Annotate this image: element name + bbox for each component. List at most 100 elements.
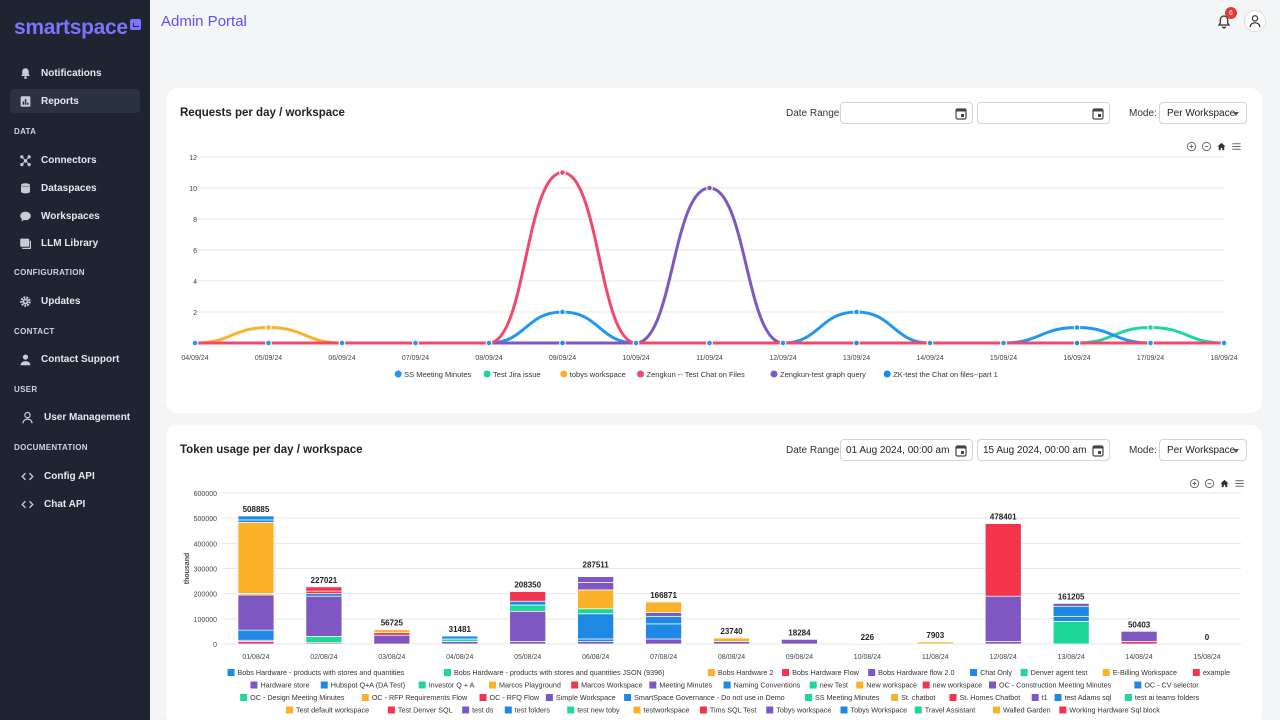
data-point[interactable] [706, 184, 713, 192]
bar-segment[interactable] [237, 515, 275, 521]
legend-item[interactable]: Hardware store [250, 681, 310, 690]
series-line[interactable] [195, 310, 1224, 345]
home-icon[interactable] [1216, 141, 1227, 152]
bar-segment[interactable] [781, 639, 818, 645]
bar-segment[interactable] [984, 523, 1022, 597]
bar-segment[interactable] [441, 635, 479, 640]
bar-segment[interactable] [984, 641, 1022, 645]
data-point[interactable] [632, 339, 640, 347]
legend-item[interactable]: SS Meeting Minutes [804, 693, 880, 702]
legend-item[interactable]: Simple Workspace [545, 693, 616, 702]
bar-segment[interactable] [1052, 603, 1090, 607]
legend-item[interactable]: test folders [504, 706, 551, 715]
bar-segment[interactable] [237, 641, 275, 645]
bar-segment[interactable] [577, 641, 614, 645]
data-point[interactable] [191, 339, 199, 347]
zoom-out-icon[interactable] [1204, 478, 1215, 489]
legend-item[interactable]: SmartSpace Governance - Do not use in De… [624, 693, 785, 702]
bar-segment[interactable] [984, 595, 1022, 642]
tokens-start-date-input[interactable]: 01 Aug 2024, 00:00 am [840, 439, 973, 461]
bar-segment[interactable] [1120, 630, 1158, 642]
bar-segment[interactable] [305, 636, 343, 644]
legend-item[interactable]: Marcos Workspace [571, 681, 643, 690]
sidebar-item-workspaces[interactable]: Workspaces [10, 204, 140, 228]
data-point[interactable] [853, 308, 860, 316]
data-point[interactable] [1147, 324, 1154, 331]
legend-item[interactable]: Test Denver SQL [387, 706, 453, 715]
bar-segment[interactable] [237, 629, 275, 641]
data-point[interactable] [926, 339, 934, 347]
bar-segment[interactable] [509, 600, 547, 606]
legend-item[interactable]: Marcos Playground [489, 681, 561, 690]
bar-segment[interactable] [237, 594, 275, 631]
data-point[interactable] [1073, 324, 1081, 331]
legend-item[interactable]: Bobs Hardware 2 [707, 668, 774, 677]
legend-item[interactable]: ZK-test the Chat on files--part 1 [883, 370, 998, 379]
data-point[interactable] [265, 324, 272, 331]
calendar-icon[interactable] [1092, 107, 1104, 120]
series-line[interactable] [195, 170, 1224, 345]
data-point[interactable] [1220, 339, 1228, 347]
bar-segment[interactable] [373, 634, 411, 645]
legend-item[interactable]: Walled Garden [992, 706, 1051, 715]
bar-segment[interactable] [441, 638, 479, 642]
sidebar-item-user-management[interactable]: User Management [10, 405, 140, 429]
legend-item[interactable]: testworkspace [633, 706, 690, 715]
bar-segment[interactable] [577, 576, 614, 583]
bar-segment[interactable] [645, 638, 682, 645]
legend-item[interactable]: Zengkun-test graph query [770, 370, 867, 379]
sidebar-item-config-api[interactable]: Config API [10, 464, 140, 488]
data-point[interactable] [1000, 339, 1007, 347]
bar-segment[interactable] [645, 612, 682, 617]
app-logo[interactable]: smartspace [14, 16, 141, 40]
bar-segment[interactable] [509, 604, 547, 612]
legend-item[interactable]: St. Homes Chatbot [949, 693, 1021, 702]
data-point[interactable] [853, 339, 860, 347]
data-point[interactable] [706, 339, 713, 347]
sidebar-item-updates[interactable]: Updates [10, 289, 140, 313]
legend-item[interactable]: OC - CV selector [1134, 681, 1199, 690]
legend-item[interactable]: test ai teams folders [1124, 693, 1200, 702]
legend-item[interactable]: test new toby [567, 706, 620, 715]
account-avatar-icon[interactable] [1244, 10, 1266, 32]
bar-segment[interactable] [509, 641, 547, 645]
bar-segment[interactable] [237, 519, 275, 523]
bar-segment[interactable] [509, 610, 547, 642]
legend-item[interactable]: Working Hardware Sql block [1059, 706, 1160, 715]
legend-item[interactable]: Tims SQL Test [699, 706, 756, 715]
sidebar-item-dataspaces[interactable]: Dataspaces [10, 176, 140, 200]
legend-item[interactable]: Test Jira issue [483, 370, 541, 379]
data-point[interactable] [559, 339, 566, 347]
tokens-mode-select[interactable]: Per Workspace [1159, 439, 1247, 461]
bar-segment[interactable] [1052, 621, 1090, 645]
bar-segment[interactable] [713, 637, 750, 642]
menu-icon[interactable] [1231, 141, 1242, 152]
tokens-end-date-input[interactable]: 15 Aug 2024, 00:00 am [977, 439, 1110, 461]
legend-item[interactable]: OC - Construction Meeting Minutes [989, 681, 1112, 690]
legend-item[interactable]: E-Billing Workspace [1102, 668, 1177, 677]
calendar-icon[interactable] [1092, 444, 1104, 457]
legend-item[interactable]: Investor Q + A [418, 681, 475, 690]
bar-segment[interactable] [509, 591, 547, 602]
data-point[interactable] [559, 169, 566, 176]
legend-item[interactable]: Tobys Workspace [840, 706, 908, 715]
bar-segment[interactable] [577, 581, 614, 591]
legend-item[interactable]: Chat Only [970, 668, 1012, 677]
legend-item[interactable]: example [1192, 668, 1230, 677]
bar-segment[interactable] [916, 641, 954, 645]
bar-segment[interactable] [373, 632, 411, 636]
zoom-in-icon[interactable] [1189, 478, 1200, 489]
bar-segment[interactable] [305, 586, 343, 592]
legend-item[interactable]: St. chatbot [891, 693, 935, 702]
legend-item[interactable]: test ds [462, 706, 494, 715]
legend-item[interactable]: test Adams sql [1054, 693, 1112, 702]
legend-item[interactable]: OC - RFQ Flow [479, 693, 540, 702]
bar-segment[interactable] [577, 589, 614, 610]
data-point[interactable] [338, 339, 346, 347]
requests-start-date-input[interactable] [840, 102, 973, 124]
requests-end-date-input[interactable] [977, 102, 1110, 124]
legend-item[interactable]: Bobs Hardware Flow [782, 668, 860, 677]
home-icon[interactable] [1219, 478, 1230, 489]
sidebar-item-connectors[interactable]: Connectors [10, 148, 140, 172]
legend-item[interactable]: Naming Conventions [723, 681, 801, 690]
